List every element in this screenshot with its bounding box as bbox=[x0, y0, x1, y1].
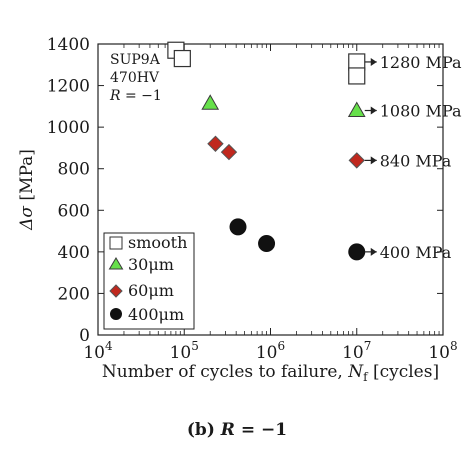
x-tick-label: 107 bbox=[342, 339, 371, 363]
data-point bbox=[220, 143, 238, 161]
x-tick-labels: 104 105 106 107 108 bbox=[83, 339, 457, 363]
info-material: SUP9A bbox=[110, 52, 161, 68]
data-point bbox=[173, 49, 191, 68]
x-tick-label: 108 bbox=[428, 339, 457, 363]
x-axis-title: Number of cycles to failure, Nf [cycles] bbox=[102, 362, 439, 384]
runout-markers bbox=[347, 53, 377, 261]
data-points bbox=[167, 41, 276, 253]
info-stress-ratio: R = −1 bbox=[109, 88, 162, 104]
legend-label-smooth: smooth bbox=[128, 233, 187, 252]
runout-marker bbox=[348, 67, 366, 85]
y-tick-labels: 0 200 400 600 800 1000 1200 1400 bbox=[47, 35, 90, 346]
runout-label: 400 MPa bbox=[380, 243, 452, 262]
y-tick-label: 800 bbox=[58, 160, 90, 180]
y-tick-label: 1200 bbox=[47, 77, 90, 97]
legend-label-400um: 400μm bbox=[128, 305, 184, 324]
info-hardness: 470HV bbox=[110, 70, 160, 86]
data-point bbox=[229, 218, 247, 236]
legend-label-60um: 60μm bbox=[128, 281, 174, 300]
legend-label-30um: 30μm bbox=[128, 255, 174, 274]
runout-labels: 1280 MPa 1080 MPa 840 MPa 400 MPa bbox=[380, 53, 462, 262]
y-axis-title: Δσ [MPa] bbox=[17, 149, 37, 231]
y-tick-label: 600 bbox=[58, 201, 90, 221]
figure-caption: (b) R = −1 bbox=[186, 420, 288, 440]
runout-arrowhead bbox=[370, 57, 377, 66]
runout-arrowhead bbox=[370, 106, 377, 115]
data-point bbox=[201, 94, 220, 110]
legend-marker-400um bbox=[110, 308, 122, 320]
x-tick-label: 106 bbox=[256, 339, 285, 363]
y-tick-label: 0 bbox=[79, 326, 90, 346]
runout-label: 1080 MPa bbox=[380, 102, 462, 121]
runout-label: 1280 MPa bbox=[380, 53, 462, 72]
y-tick-label: 400 bbox=[58, 243, 90, 263]
legend: smooth 30μm 60μm 400μm bbox=[103, 232, 195, 330]
info-box: SUP9A 470HV R = −1 bbox=[109, 52, 162, 104]
runout-arrowhead bbox=[370, 156, 377, 165]
y-tick-label: 200 bbox=[58, 284, 90, 304]
data-point bbox=[207, 135, 224, 152]
y-tick-label: 1000 bbox=[47, 118, 90, 138]
runout-marker bbox=[348, 152, 365, 169]
runout-label: 840 MPa bbox=[380, 151, 452, 170]
legend-marker-smooth bbox=[109, 236, 123, 250]
y-tick-label: 1400 bbox=[47, 35, 90, 55]
runout-arrowhead bbox=[370, 247, 377, 256]
x-tick-label: 104 bbox=[83, 339, 113, 363]
x-tick-label: 105 bbox=[170, 339, 199, 363]
axis-ticks bbox=[97, 43, 444, 336]
legend-marker-30um bbox=[108, 257, 124, 270]
legend-marker-60um bbox=[109, 284, 123, 298]
data-point bbox=[258, 235, 276, 253]
runout-marker bbox=[348, 243, 366, 261]
runout-marker bbox=[347, 101, 366, 118]
